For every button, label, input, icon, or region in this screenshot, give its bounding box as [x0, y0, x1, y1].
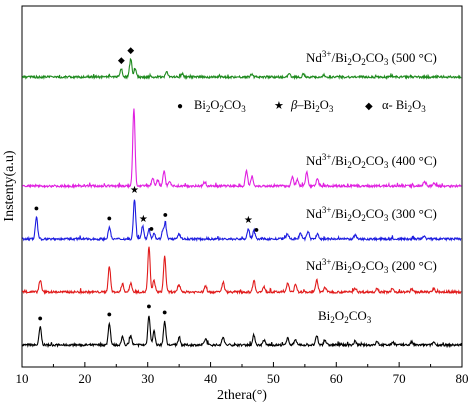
phase-marker-8: ●	[149, 224, 154, 234]
legend-symbol-1: ★	[274, 100, 284, 112]
x-tick-label-3: 40	[204, 371, 217, 386]
y-axis-title: Instenty(a.u)	[2, 150, 17, 221]
legend-symbol-2: ◆	[365, 101, 373, 112]
legend: ● Bi2O2CO3 ★ β‒Bi2O3 ◆ α- Bi2O3	[177, 98, 426, 114]
series-line-1	[21, 246, 462, 296]
series-label-0: Bi2O2CO3	[318, 308, 372, 325]
phase-marker-1: ●	[107, 309, 112, 319]
series-label-layer: Bi2O2CO3 Nd3+/Bi2O2CO3 (200 °C) Nd3+/Bi2O2…	[306, 49, 437, 325]
phase-marker-6: ★	[130, 185, 139, 196]
x-tick-label-7: 80	[456, 371, 469, 386]
x-tick-label-6: 70	[393, 371, 406, 386]
phase-marker-3: ●	[162, 307, 167, 317]
phase-marker-13: ◆	[127, 45, 134, 55]
phase-marker-10: ★	[244, 215, 253, 226]
series-label-4: Nd3+/Bi2O2CO3 (500 °C)	[306, 49, 437, 67]
phase-marker-9: ●	[163, 209, 168, 219]
series-line-0	[21, 315, 462, 349]
series-line-4	[21, 57, 462, 81]
phase-marker-7: ★	[139, 214, 148, 225]
phase-marker-11: ●	[254, 224, 259, 234]
x-axis-title: 2thera(°)	[217, 388, 267, 403]
x-tick-label-1: 20	[78, 371, 91, 386]
legend-label-1: β‒Bi2O3	[290, 98, 334, 114]
x-tick-label-5: 60	[330, 371, 343, 386]
phase-marker-2: ●	[146, 301, 151, 311]
phase-marker-4: ●	[34, 203, 39, 213]
series-line-2	[22, 199, 462, 242]
series-label-3: Nd3+/Bi2O2CO3 (400 °C)	[306, 152, 437, 170]
phase-marker-0: ●	[37, 313, 42, 323]
x-tick-label-0: 10	[16, 371, 29, 386]
series-line-3	[21, 108, 462, 190]
phase-marker-5: ●	[107, 213, 112, 223]
phase-marker-12: ◆	[118, 55, 125, 65]
x-axis: 10 20 30 40 50 60 70 80	[16, 362, 469, 386]
series-layer	[21, 57, 462, 349]
x-tick-label-4: 50	[267, 371, 280, 386]
legend-symbol-0: ●	[177, 101, 183, 112]
series-label-1: Nd3+/Bi2O2CO3 (200 °C)	[306, 257, 437, 275]
x-tick-label-2: 30	[141, 371, 154, 386]
legend-label-2: α- Bi2O3	[382, 98, 426, 114]
series-label-2: Nd3+/Bi2O2CO3 (300 °C)	[306, 205, 437, 223]
legend-label-0: Bi2O2CO3	[194, 98, 246, 114]
marker-layer: ● ●●●●●★★●●★●◆◆	[34, 45, 259, 323]
